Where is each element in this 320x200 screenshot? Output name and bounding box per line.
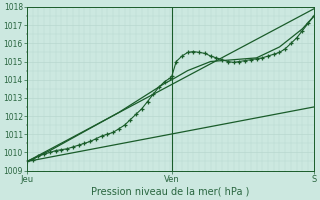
X-axis label: Pression niveau de la mer( hPa ): Pression niveau de la mer( hPa ): [91, 187, 250, 197]
